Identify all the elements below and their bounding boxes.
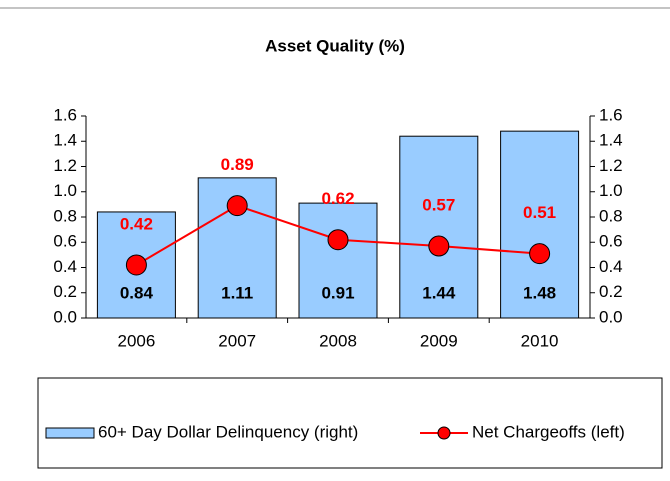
bar-value-label: 0.91 [321,283,354,302]
y2-tick-label: 0.0 [599,307,623,326]
legend-swatch [45,427,95,439]
line-value-label: 0.89 [221,155,254,174]
bar-value-label: 0.84 [120,283,154,302]
y2-tick-label: 0.2 [599,282,623,301]
y-tick-label: 1.4 [53,131,77,150]
y-tick-label: 0.0 [53,307,77,326]
y-tick-label: 1.0 [53,181,77,200]
legend-label: Net Chargeoffs (left) [472,422,625,441]
y2-tick-label: 0.6 [599,232,623,251]
y2-tick-label: 0.8 [599,206,623,225]
line-value-label: 0.42 [120,214,153,233]
bar [96,211,176,319]
legend-box [37,377,663,469]
y2-tick-label: 1.2 [599,156,623,175]
y2-tick-label: 1.4 [599,131,623,150]
y-tick-label: 1.2 [53,156,77,175]
x-tick-label: 2009 [420,331,458,350]
line-value-label: 0.62 [321,189,354,208]
x-tick-label: 2008 [319,331,357,350]
bar-value-label: 1.11 [221,283,253,302]
bar-value-label: 1.44 [422,283,456,302]
x-tick-label: 2007 [218,331,256,350]
chart-title: Asset Quality (%) [265,36,405,55]
y-tick-label: 1.6 [53,105,77,124]
y-tick-label: 0.8 [53,206,77,225]
line-marker [226,195,248,217]
y-tick-label: 0.2 [53,282,77,301]
bar [197,177,277,319]
line-marker [327,229,349,251]
line-marker [125,254,147,276]
bar [298,202,378,319]
line-marker [529,243,551,265]
bar [500,130,580,319]
line-value-label: 0.57 [422,196,455,215]
bar [399,135,479,319]
line-value-label: 0.51 [523,203,556,222]
y-tick-label: 0.4 [53,257,77,276]
y2-tick-label: 1.6 [599,105,623,124]
y2-tick-label: 1.0 [599,181,623,200]
legend-marker [437,426,451,440]
x-tick-label: 2006 [117,331,155,350]
legend-label: 60+ Day Dollar Delinquency (right) [98,422,358,441]
x-tick-label: 2010 [521,331,559,350]
y-tick-label: 0.6 [53,232,77,251]
bar-value-label: 1.48 [523,283,556,302]
y2-tick-label: 0.4 [599,257,623,276]
line-marker [428,235,450,257]
